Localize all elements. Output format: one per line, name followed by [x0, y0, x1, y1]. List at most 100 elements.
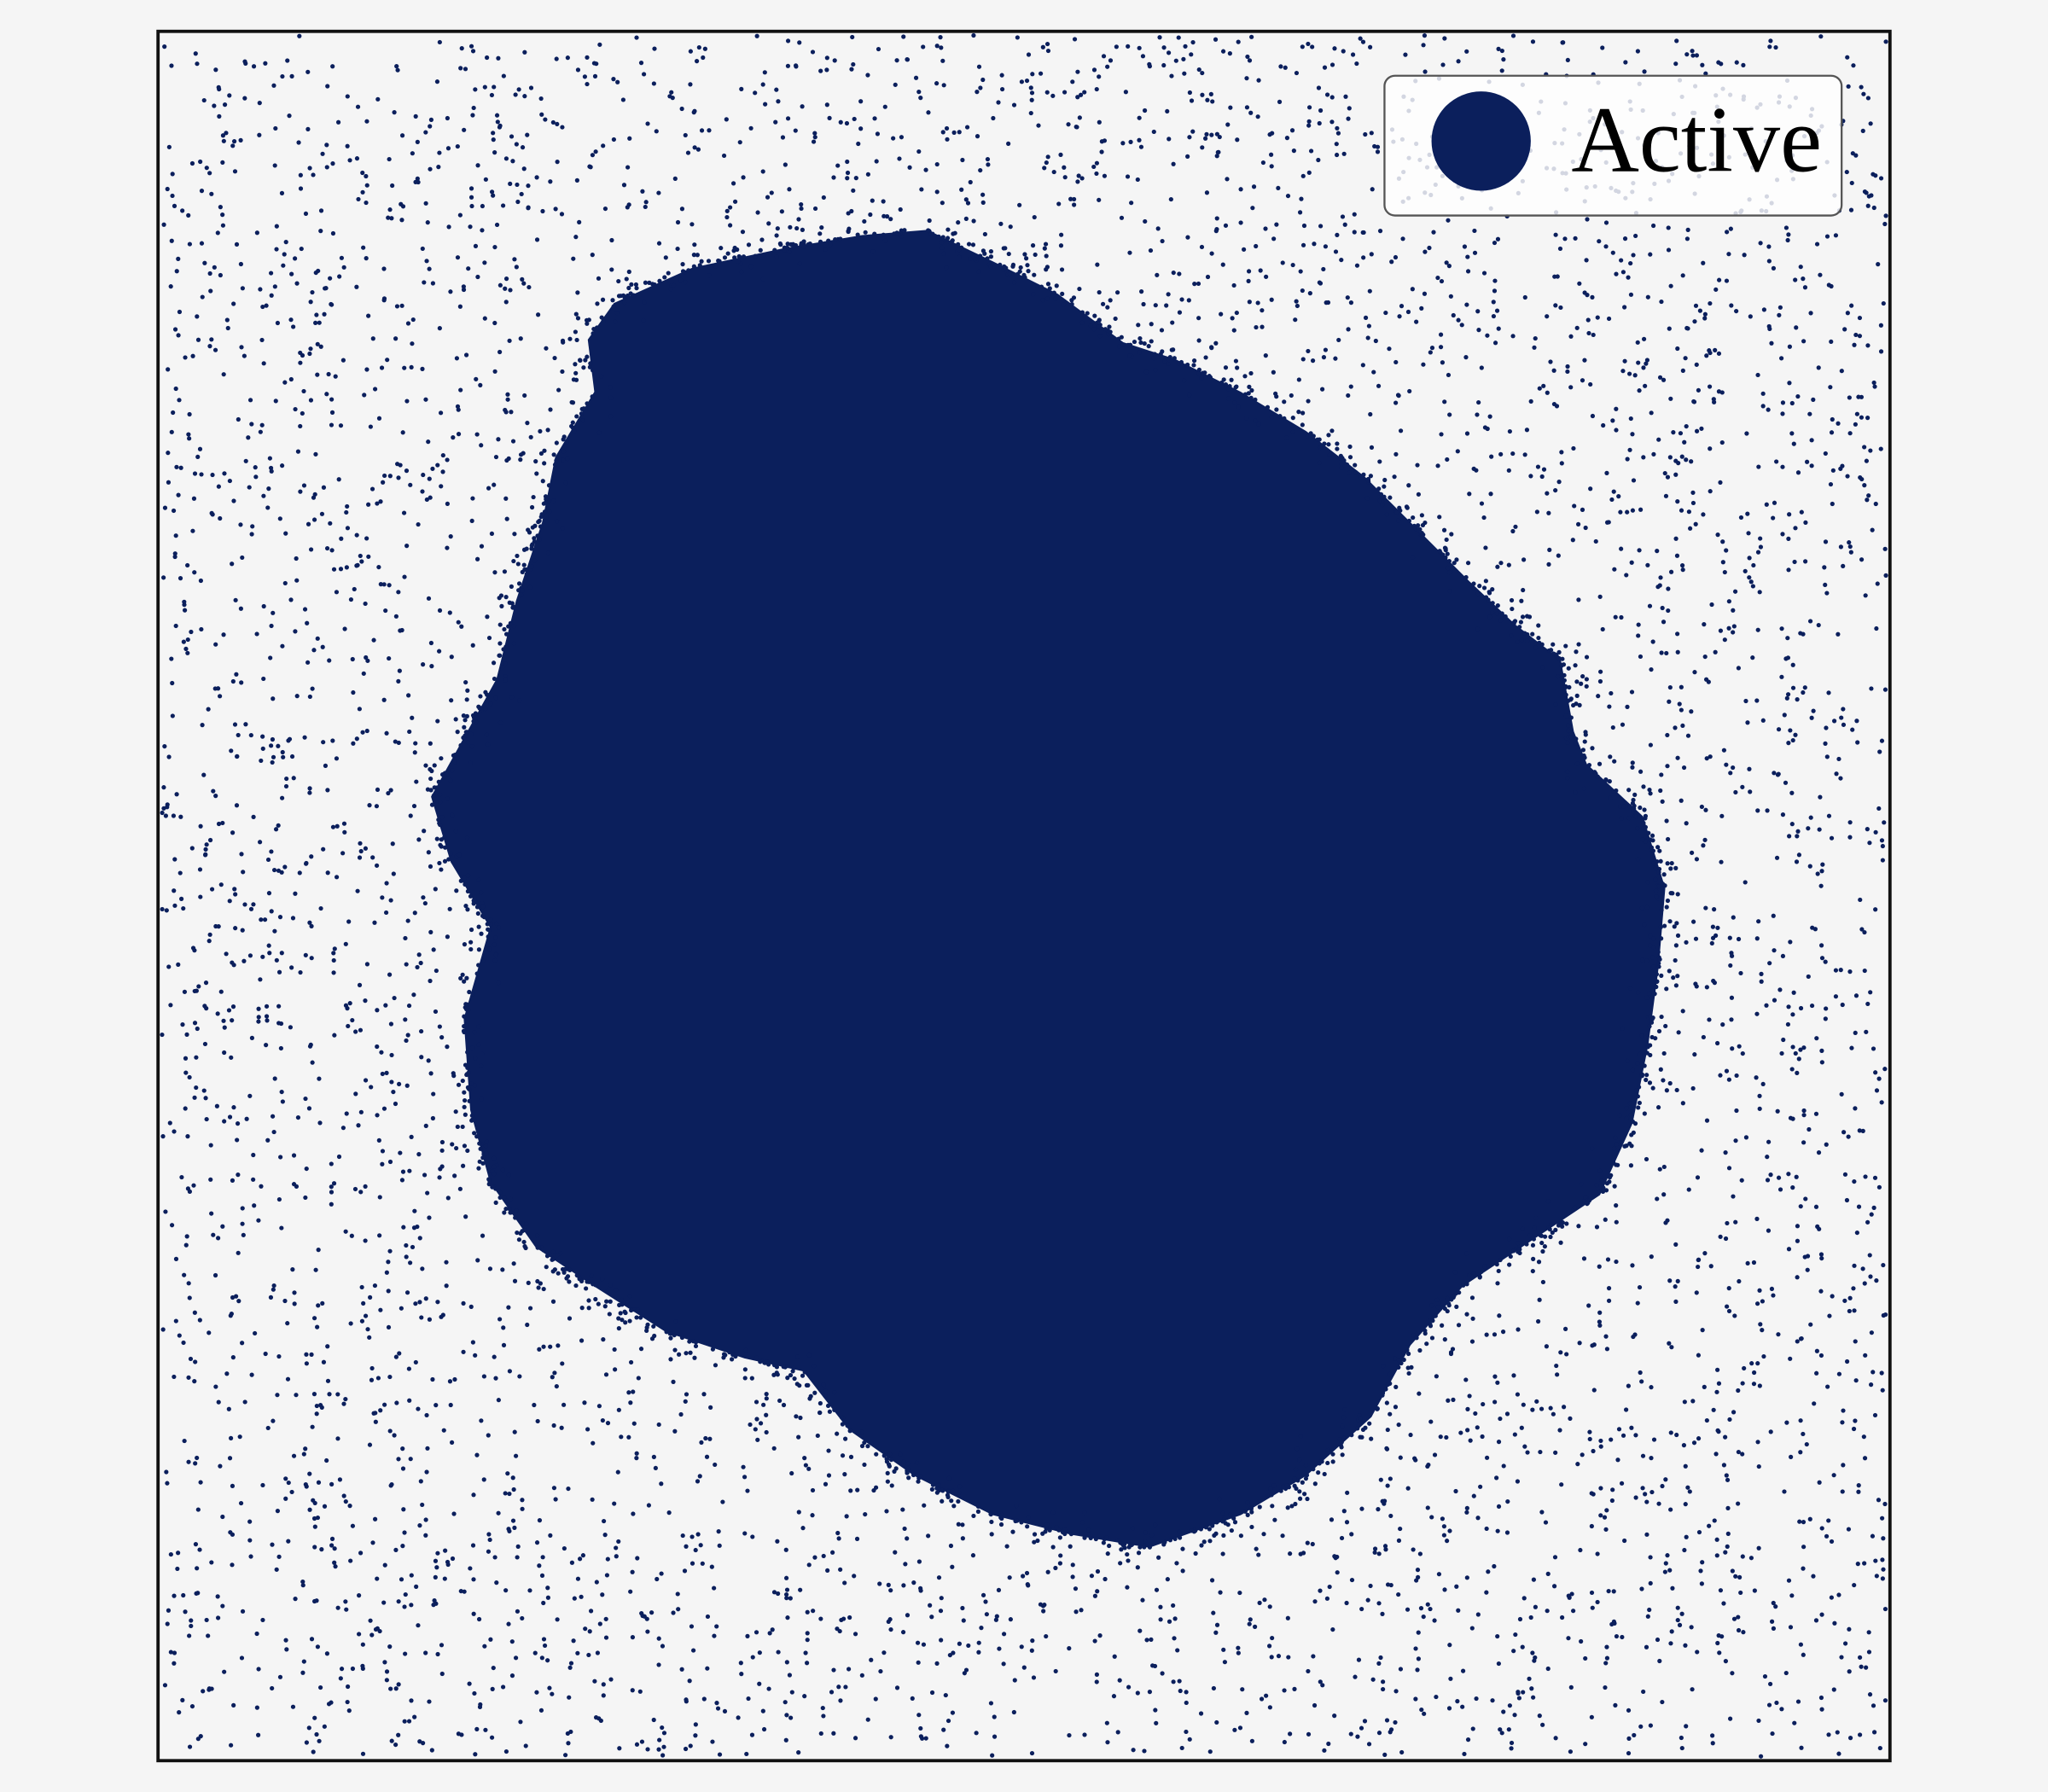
particle [707, 1436, 713, 1441]
particle [425, 220, 430, 225]
particle [319, 511, 325, 516]
particle [1075, 179, 1080, 184]
particle [1872, 1412, 1878, 1418]
particle [1880, 1388, 1885, 1393]
particle [316, 1248, 321, 1253]
particle [1714, 1537, 1719, 1542]
particle [1632, 1732, 1637, 1738]
particle [1481, 515, 1487, 521]
particle [486, 635, 492, 641]
particle [688, 49, 693, 54]
particle [1685, 1485, 1690, 1490]
particle [1862, 1561, 1867, 1566]
particle [1545, 314, 1550, 319]
particle [742, 1531, 748, 1536]
particle [394, 304, 400, 309]
particle [1649, 410, 1654, 416]
particle [413, 113, 418, 119]
particle [1575, 1462, 1580, 1467]
particle [1184, 1690, 1189, 1695]
particle [360, 189, 365, 195]
particle [707, 128, 712, 133]
particle [829, 1690, 835, 1695]
particle [1824, 754, 1830, 759]
particle [359, 1318, 365, 1324]
particle [1578, 1547, 1583, 1553]
particle [1095, 1589, 1100, 1594]
particle [1799, 1745, 1804, 1750]
particle [350, 1523, 356, 1528]
particle [811, 139, 817, 144]
particle [1205, 274, 1211, 280]
particle [941, 83, 946, 88]
particle [1883, 213, 1888, 218]
particle [1700, 62, 1705, 67]
particle [258, 429, 263, 434]
particle [369, 486, 375, 492]
particle [1683, 1643, 1688, 1648]
particle [1185, 154, 1190, 159]
particle [184, 1234, 189, 1239]
particle [1682, 1399, 1687, 1405]
particle [394, 64, 399, 69]
particle [187, 1295, 192, 1300]
particle [356, 1123, 361, 1128]
particle [1475, 412, 1480, 417]
particle [1332, 1713, 1337, 1719]
particle [691, 253, 696, 258]
particle [183, 646, 189, 652]
particle [604, 1573, 610, 1578]
particle [404, 1038, 409, 1044]
particle [1155, 272, 1160, 277]
particle [1795, 1275, 1800, 1280]
particle [218, 272, 223, 278]
particle [663, 255, 668, 260]
particle [1657, 1167, 1662, 1172]
particle [493, 1376, 498, 1381]
particle [1649, 1489, 1655, 1495]
particle [1881, 1567, 1886, 1572]
particle [1538, 1449, 1543, 1455]
particle [457, 212, 463, 218]
particle [1444, 1434, 1449, 1440]
particle [402, 1719, 407, 1724]
particle [474, 432, 480, 437]
particle [1415, 1667, 1420, 1673]
particle [1857, 1732, 1863, 1737]
particle [221, 632, 226, 637]
particle [1454, 1584, 1459, 1589]
particle [322, 1504, 328, 1509]
particle [767, 1631, 772, 1636]
particle [1467, 492, 1472, 497]
particle [634, 1451, 639, 1456]
particle [1683, 1502, 1688, 1507]
particle [492, 1555, 497, 1560]
particle [361, 1300, 366, 1306]
particle [1630, 432, 1635, 437]
particle [504, 457, 509, 463]
particle [256, 1015, 261, 1020]
particle [503, 276, 509, 282]
particle [1777, 987, 1783, 992]
particle [304, 1740, 309, 1745]
particle [1208, 91, 1213, 96]
particle [1618, 509, 1623, 515]
particle [1673, 472, 1679, 477]
particle [916, 1660, 921, 1665]
particle [445, 1562, 451, 1568]
particle [1802, 685, 1807, 690]
particle [1471, 1493, 1476, 1498]
particle [1715, 532, 1720, 538]
particle [222, 102, 228, 108]
particle [423, 763, 428, 768]
particle [217, 113, 222, 119]
particle [1446, 1706, 1452, 1711]
particle [692, 242, 697, 247]
particle [1649, 666, 1654, 672]
particle [310, 289, 315, 295]
particle [314, 312, 319, 317]
particle [1557, 1428, 1562, 1433]
particle [1200, 92, 1205, 97]
particle [318, 208, 324, 213]
